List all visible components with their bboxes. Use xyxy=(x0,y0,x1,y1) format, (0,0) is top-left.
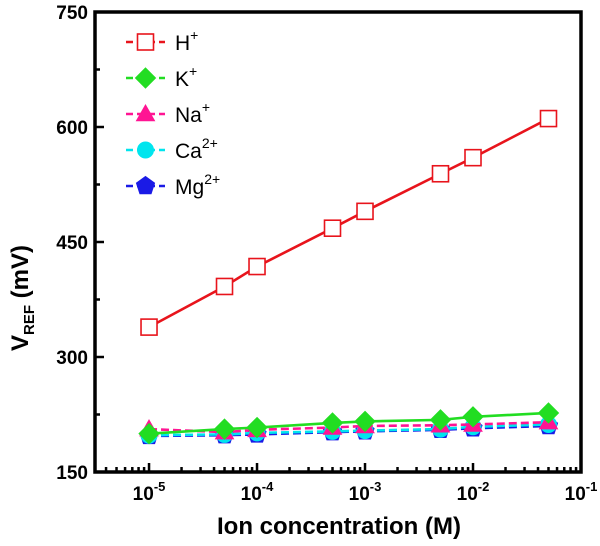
legend-marker xyxy=(136,33,155,51)
data-point-h xyxy=(431,164,450,183)
legend-item-ca: Ca2+ xyxy=(126,135,218,163)
x-tick-label: 10-4 xyxy=(241,479,274,505)
y-tick-label: 750 xyxy=(56,3,88,24)
axis-layer: 150 300 450 600 750 10-5 10-4 10-3 10-2 10-1 xyxy=(56,3,597,505)
legend-label: K+ xyxy=(175,63,197,91)
data-point-k xyxy=(462,406,484,428)
data-point-h xyxy=(248,257,266,276)
legend-item-mg: Mg2+ xyxy=(126,171,220,199)
legend-label: Ca2+ xyxy=(175,135,218,163)
data-point-k xyxy=(246,416,268,439)
y-tick-label: 450 xyxy=(56,233,88,254)
data-point-k xyxy=(429,409,452,431)
y-axis-title-main: V xyxy=(7,335,34,351)
x-tick-label: 10-3 xyxy=(349,479,382,505)
y-axis-title-group: VREF (mV) xyxy=(7,245,38,351)
data-point-h xyxy=(323,219,342,237)
legend-marker xyxy=(135,175,156,195)
data-point-h xyxy=(539,109,558,128)
y-tick-label: 300 xyxy=(56,348,88,369)
data-point-k xyxy=(537,402,560,424)
data-point-h xyxy=(464,148,482,167)
data-point-h xyxy=(215,277,234,296)
data-point-k xyxy=(321,412,344,434)
legend-item-na: Na+ xyxy=(126,99,210,127)
data-point-k xyxy=(138,422,160,445)
series-k xyxy=(138,402,560,445)
x-tick-label: 10-1 xyxy=(565,479,598,505)
y-axis-title-unit: (mV) xyxy=(7,245,34,305)
series-h xyxy=(140,109,558,336)
legend-marker xyxy=(135,103,156,122)
x-tick-label: 10-5 xyxy=(133,479,166,505)
y-axis-title: VREF (mV) xyxy=(7,245,38,351)
data-point-h xyxy=(356,202,374,221)
y-axis-title-subscript: REF xyxy=(21,305,38,335)
legend-item-k: K+ xyxy=(126,63,197,91)
data-point-h xyxy=(140,318,158,336)
x-axis-title: Ion concentration (M) xyxy=(217,513,461,540)
legend-marker xyxy=(137,141,154,159)
data-point-k xyxy=(213,418,236,440)
legend: H+ K+ Na+ Ca2+ Mg2+ xyxy=(126,27,220,199)
y-tick-label: 150 xyxy=(56,463,88,484)
data-point-k xyxy=(354,410,376,433)
series-layer xyxy=(138,109,560,445)
y-tick-label: 600 xyxy=(56,118,88,139)
legend-label: Na+ xyxy=(175,99,210,127)
legend-label: Mg2+ xyxy=(175,171,220,199)
legend-marker xyxy=(134,67,157,89)
legend-label: H+ xyxy=(175,27,198,55)
legend-item-h: H+ xyxy=(126,27,198,55)
x-tick-label: 10-2 xyxy=(457,479,490,505)
